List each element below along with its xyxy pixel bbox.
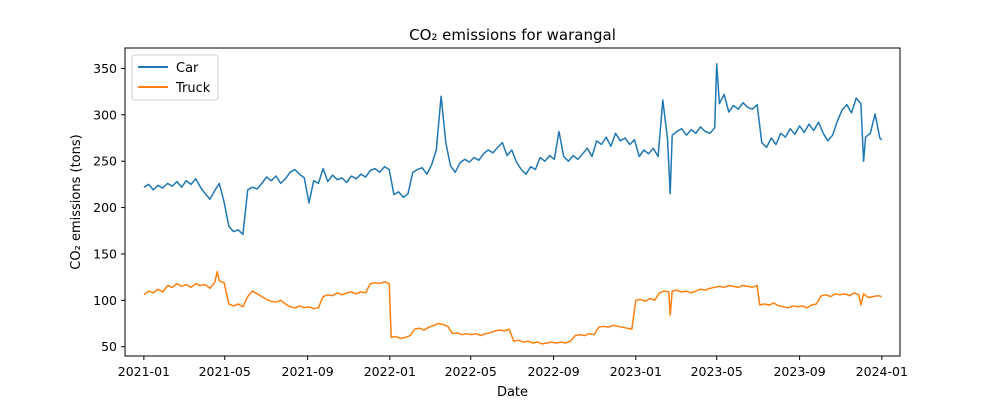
x-tick-label: 2022-09 xyxy=(527,364,579,379)
y-tick-label: 300 xyxy=(93,107,117,122)
y-tick-label: 350 xyxy=(93,61,117,76)
x-tick-label: 2022-01 xyxy=(364,364,416,379)
y-tick-label: 100 xyxy=(93,293,117,308)
x-tick-label: 2023-01 xyxy=(610,364,662,379)
legend-label-truck: Truck xyxy=(175,81,211,96)
legend-label-car: Car xyxy=(176,61,199,76)
y-axis-label: CO₂ emissions (tons) xyxy=(69,134,84,269)
x-tick-label: 2021-09 xyxy=(282,364,334,379)
series-layer xyxy=(143,63,883,345)
y-tick-label: 50 xyxy=(101,339,117,354)
y-tick-label: 250 xyxy=(93,154,117,169)
x-tick-label: 2021-05 xyxy=(199,364,251,379)
y-tick-label: 150 xyxy=(93,246,117,261)
plot-area: 2021-01 2021-05 2021-09 2022-01 2022-05 2022-… xyxy=(93,47,908,379)
x-axis-label: Date xyxy=(497,385,528,400)
x-tick-label: 2024-01 xyxy=(856,364,908,379)
y-axis: 50 100 150 200 250 300 350 xyxy=(93,61,125,354)
chart-title: CO₂ emissions for warangal xyxy=(409,26,616,44)
plot-frame xyxy=(124,47,901,357)
x-tick-label: 2023-09 xyxy=(773,364,825,379)
x-tick-label: 2021-01 xyxy=(118,364,170,379)
x-axis: 2021-01 2021-05 2021-09 2022-01 2022-05 2022-… xyxy=(118,356,908,379)
y-tick-label: 200 xyxy=(93,200,117,215)
legend: Car Truck xyxy=(131,54,219,101)
series-line-car xyxy=(143,63,883,236)
x-tick-label: 2023-05 xyxy=(691,364,743,379)
x-tick-label: 2022-05 xyxy=(445,364,497,379)
series-line-truck xyxy=(143,270,882,345)
